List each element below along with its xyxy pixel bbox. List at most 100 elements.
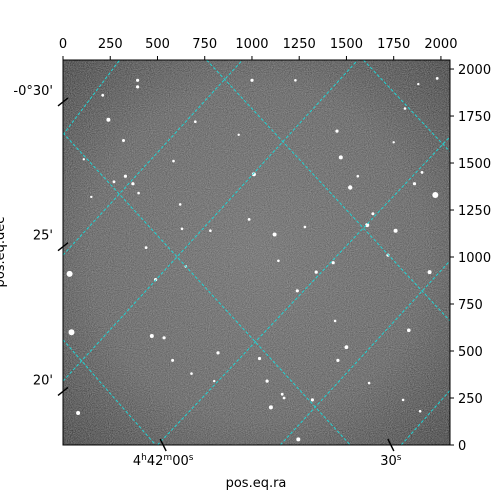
dec-tick-mark bbox=[57, 97, 69, 107]
y-tick-label: 1250 bbox=[458, 204, 491, 219]
star bbox=[418, 409, 422, 413]
y-tick-label: 1000 bbox=[458, 251, 491, 266]
star bbox=[331, 261, 335, 265]
image-noise bbox=[63, 60, 450, 445]
star bbox=[333, 319, 337, 323]
star bbox=[365, 223, 370, 228]
star bbox=[348, 185, 353, 190]
x-tick-label: 1250 bbox=[283, 37, 316, 52]
dec-tick-mark bbox=[57, 242, 69, 252]
star bbox=[407, 328, 411, 333]
plot-area bbox=[62, 59, 451, 446]
star bbox=[144, 246, 148, 250]
x-tick-label: 1000 bbox=[235, 37, 268, 52]
pixel-y-axis-ticks: 0 250 500 750 1000 1250 1500 1750 2000 bbox=[450, 63, 491, 454]
dec-tick-mark bbox=[57, 386, 69, 396]
grid-line bbox=[63, 60, 121, 136]
star bbox=[136, 85, 140, 89]
star bbox=[216, 351, 220, 355]
dec-tick-label: 20' bbox=[33, 373, 53, 388]
star bbox=[435, 77, 439, 80]
star bbox=[335, 129, 339, 133]
star bbox=[90, 195, 93, 199]
star bbox=[314, 270, 318, 274]
ra-tick-label: 4h42m00s bbox=[133, 453, 194, 469]
star bbox=[194, 120, 197, 123]
stars-layer bbox=[66, 77, 439, 442]
grid-line bbox=[63, 60, 359, 382]
ra-tick-mark bbox=[159, 438, 167, 452]
x-tick-label: 500 bbox=[145, 37, 170, 52]
star bbox=[427, 270, 432, 275]
star bbox=[272, 232, 277, 237]
star bbox=[76, 411, 81, 415]
y-tick-label: 1750 bbox=[458, 110, 491, 125]
star bbox=[367, 381, 371, 385]
star bbox=[251, 172, 256, 177]
y-tick-label: 750 bbox=[458, 298, 483, 313]
star bbox=[257, 356, 262, 361]
ra-tick-mark bbox=[387, 438, 395, 452]
star bbox=[122, 139, 125, 142]
x-axis-label: pos.eq.ra bbox=[226, 476, 287, 491]
star bbox=[280, 392, 284, 396]
y-tick-label: 500 bbox=[458, 345, 483, 360]
y-axis-label: pos.eq.dec bbox=[0, 217, 8, 288]
x-tick-label: 0 bbox=[59, 37, 67, 52]
star bbox=[336, 358, 340, 362]
star bbox=[66, 270, 73, 277]
star bbox=[294, 79, 297, 82]
grid-line bbox=[157, 136, 450, 445]
y-tick-label: 1500 bbox=[458, 157, 491, 172]
star bbox=[295, 289, 299, 293]
star bbox=[112, 180, 116, 184]
star bbox=[137, 191, 140, 195]
star bbox=[282, 396, 286, 400]
star bbox=[371, 212, 375, 216]
star bbox=[250, 78, 254, 82]
star bbox=[136, 78, 140, 82]
star bbox=[392, 141, 395, 144]
star bbox=[162, 336, 166, 340]
star bbox=[68, 329, 75, 336]
star bbox=[344, 345, 349, 350]
star bbox=[277, 259, 280, 263]
y-tick-label: 2000 bbox=[458, 63, 491, 78]
star bbox=[180, 227, 184, 231]
star bbox=[412, 182, 417, 186]
star bbox=[131, 182, 135, 186]
star bbox=[213, 379, 216, 383]
star bbox=[310, 398, 314, 402]
x-tick-label: 1750 bbox=[377, 37, 410, 52]
dec-tick-label: 25' bbox=[33, 229, 53, 244]
star bbox=[178, 203, 182, 206]
grid-line bbox=[63, 339, 156, 445]
star bbox=[303, 225, 307, 229]
star bbox=[82, 158, 86, 161]
star bbox=[247, 218, 251, 221]
star bbox=[123, 174, 127, 178]
star bbox=[237, 133, 240, 136]
star bbox=[356, 174, 360, 178]
y-tick-label: 250 bbox=[458, 392, 483, 407]
grid-line bbox=[363, 60, 450, 153]
star bbox=[401, 398, 405, 402]
star bbox=[393, 228, 398, 233]
dec-axis-ticks: -0°30' 25' 20' bbox=[13, 84, 69, 396]
grid-line bbox=[400, 390, 450, 445]
ra-tick-label: 30s bbox=[380, 453, 402, 469]
star bbox=[190, 372, 193, 375]
pixel-x-axis-ticks: 0 250 500 750 1000 1250 1500 1750 2000 bbox=[59, 37, 457, 60]
dec-tick-label: -0°30' bbox=[13, 84, 53, 99]
star bbox=[171, 358, 175, 362]
y-tick-label: 0 bbox=[458, 439, 466, 454]
grid-line bbox=[206, 60, 450, 322]
star bbox=[149, 334, 154, 338]
x-tick-label: 250 bbox=[98, 37, 123, 52]
grid-line bbox=[63, 132, 351, 445]
star bbox=[296, 437, 301, 442]
x-tick-label: 2000 bbox=[424, 37, 457, 52]
plot-frame bbox=[62, 59, 451, 446]
star bbox=[209, 229, 212, 232]
